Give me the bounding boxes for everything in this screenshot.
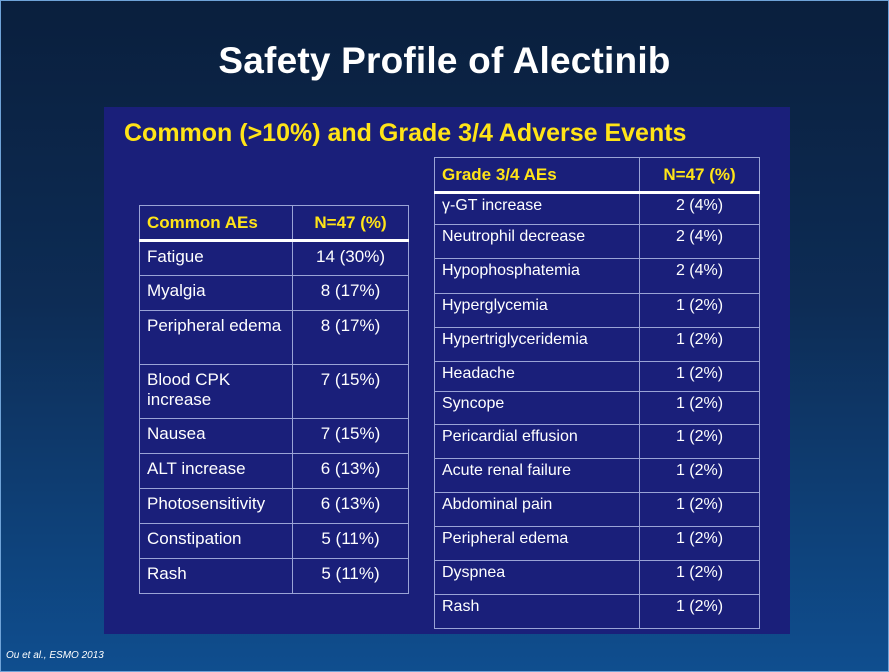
ae-name: Neutrophil decrease	[434, 224, 640, 259]
ae-name: Photosensitivity	[139, 488, 293, 524]
ae-count: 1 (2%)	[639, 560, 760, 595]
table-row: Photosensitivity 6 (13%)	[139, 488, 409, 524]
table-row: Peripheral edema 8 (17%)	[139, 310, 409, 365]
ae-count: 7 (15%)	[292, 364, 409, 419]
ae-count: 1 (2%)	[639, 391, 760, 425]
slide-title: Safety Profile of Alectinib	[218, 40, 671, 81]
ae-count: 6 (13%)	[292, 488, 409, 524]
ae-count: 14 (30%)	[292, 240, 409, 276]
ae-count: 1 (2%)	[639, 526, 760, 561]
table-row: Abdominal pain 1 (2%)	[434, 492, 760, 527]
citation-footnote: Ou et al., ESMO 2013	[6, 650, 104, 661]
ae-name: Fatigue	[139, 240, 293, 276]
table-row: Hypophosphatemia 2 (4%)	[434, 258, 760, 294]
ae-name: Myalgia	[139, 275, 293, 311]
ae-name: Syncope	[434, 391, 640, 425]
ae-count: 2 (4%)	[639, 192, 760, 225]
ae-count: 5 (11%)	[292, 558, 409, 594]
ae-count: 1 (2%)	[639, 594, 760, 629]
table-row: ALT increase 6 (13%)	[139, 453, 409, 489]
ae-name: ALT increase	[139, 453, 293, 489]
ae-count: 1 (2%)	[639, 424, 760, 459]
ae-count: 1 (2%)	[639, 293, 760, 328]
header-cell: N=47 (%)	[292, 205, 409, 241]
table-row: Nausea 7 (15%)	[139, 418, 409, 454]
table-row: Headache 1 (2%)	[434, 361, 760, 392]
ae-count: 2 (4%)	[639, 224, 760, 259]
ae-count: 7 (15%)	[292, 418, 409, 454]
ae-name: Acute renal failure	[434, 458, 640, 493]
table-row: Myalgia 8 (17%)	[139, 275, 409, 311]
ae-name: Rash	[139, 558, 293, 594]
header-cell: Grade 3/4 AEs	[434, 157, 640, 193]
table-row: Rash 1 (2%)	[434, 594, 760, 629]
ae-count: 1 (2%)	[639, 327, 760, 362]
ae-name: Hyperglycemia	[434, 293, 640, 328]
ae-count: 2 (4%)	[639, 258, 760, 294]
header-cell: N=47 (%)	[639, 157, 760, 193]
table-row: Blood CPK increase 7 (15%)	[139, 364, 409, 419]
table-header-row: Grade 3/4 AEs N=47 (%)	[434, 157, 760, 193]
ae-name: Constipation	[139, 523, 293, 559]
table-row: Fatigue 14 (30%)	[139, 240, 409, 276]
ae-count: 8 (17%)	[292, 275, 409, 311]
table-row: Hyperglycemia 1 (2%)	[434, 293, 760, 328]
ae-count: 8 (17%)	[292, 310, 409, 365]
ae-name: Nausea	[139, 418, 293, 454]
ae-name: Peripheral edema	[434, 526, 640, 561]
table-row: Peripheral edema 1 (2%)	[434, 526, 760, 561]
ae-name: Hypophosphatemia	[434, 258, 640, 294]
ae-name: Hypertriglyceridemia	[434, 327, 640, 362]
common-aes-table: Common AEs N=47 (%) Fatigue 14 (30%) Myal…	[139, 205, 409, 594]
table-row: γ-GT increase 2 (4%)	[434, 192, 760, 225]
ae-name: γ-GT increase	[434, 192, 640, 225]
table-row: Syncope 1 (2%)	[434, 391, 760, 425]
ae-name: Dyspnea	[434, 560, 640, 595]
table-row: Constipation 5 (11%)	[139, 523, 409, 559]
table-header-row: Common AEs N=47 (%)	[139, 205, 409, 241]
ae-count: 1 (2%)	[639, 492, 760, 527]
table-row: Acute renal failure 1 (2%)	[434, 458, 760, 493]
table-row: Rash 5 (11%)	[139, 558, 409, 594]
header-cell: Common AEs	[139, 205, 293, 241]
ae-name: Blood CPK increase	[139, 364, 293, 419]
ae-name: Peripheral edema	[139, 310, 293, 365]
ae-name: Abdominal pain	[434, 492, 640, 527]
ae-count: 1 (2%)	[639, 458, 760, 493]
table-row: Pericardial effusion 1 (2%)	[434, 424, 760, 459]
ae-count: 6 (13%)	[292, 453, 409, 489]
ae-name: Headache	[434, 361, 640, 392]
table-row: Neutrophil decrease 2 (4%)	[434, 224, 760, 259]
ae-name: Rash	[434, 594, 640, 629]
ae-count: 1 (2%)	[639, 361, 760, 392]
ae-name: Pericardial effusion	[434, 424, 640, 459]
ae-count: 5 (11%)	[292, 523, 409, 559]
panel-heading: Common (>10%) and Grade 3/4 Adverse Even…	[124, 119, 687, 147]
table-row: Dyspnea 1 (2%)	[434, 560, 760, 595]
adverse-events-panel: Common (>10%) and Grade 3/4 Adverse Even…	[104, 107, 790, 634]
table-row: Hypertriglyceridemia 1 (2%)	[434, 327, 760, 362]
grade-3-4-aes-table: Grade 3/4 AEs N=47 (%) γ-GT increase 2 (4…	[434, 157, 760, 629]
